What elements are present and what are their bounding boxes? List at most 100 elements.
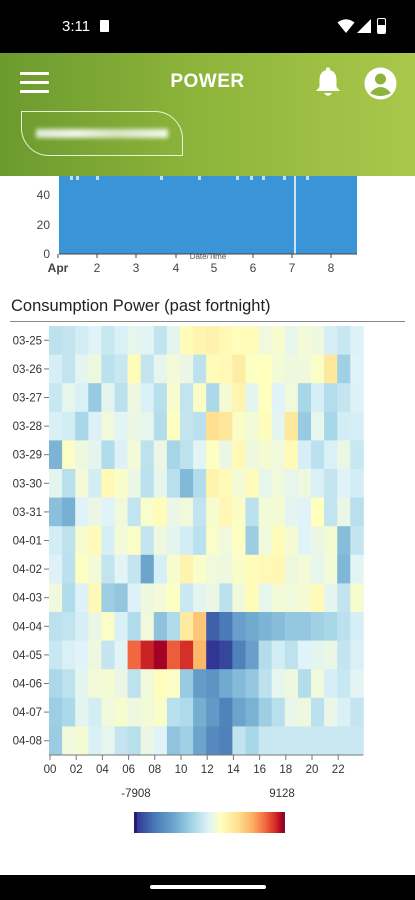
colorbar (136, 812, 282, 833)
heatmap-cell (219, 697, 233, 727)
bar-x-tick-label: 2 (94, 261, 101, 275)
bar-y-tick: 40 (37, 188, 51, 202)
heatmap-cell (49, 383, 63, 413)
heatmap-cell (271, 726, 286, 756)
heatmap-cell (127, 554, 142, 584)
bar-top-edge (306, 176, 309, 180)
heatmap-cell (114, 469, 128, 498)
heatmap-cell (127, 583, 142, 613)
heatmap-cell (75, 669, 89, 699)
heatmap-cell (206, 669, 220, 699)
heatmap-cell (114, 726, 128, 756)
heatmap-cell (337, 440, 351, 470)
heatmap-cell (219, 469, 233, 498)
heatmap-cell (62, 669, 76, 699)
app-header: POWER (0, 53, 415, 176)
heatmap-cell (88, 326, 102, 355)
heatmap-cell (311, 526, 325, 556)
heatmap-cell (258, 640, 273, 670)
heatmap-cell (180, 640, 194, 670)
heatmap-cell (153, 612, 168, 641)
heatmap-cell (245, 612, 259, 641)
heatmap-cell (271, 383, 286, 413)
heatmap-cell (180, 726, 194, 756)
heatmap-cell (193, 583, 207, 613)
scroll-content[interactable]: 0 20 40 Apr 2 3 4 5 6 7 8 Date/Time Consumption Pow… (0, 176, 415, 875)
heatmap-cell (271, 354, 286, 384)
heatmap-cell (271, 526, 286, 556)
heatmap-cell (62, 383, 76, 413)
heatmap-cell (324, 554, 338, 584)
heatmap-cell (166, 697, 181, 727)
site-selector[interactable] (21, 111, 183, 156)
heatmap-cell (101, 411, 115, 441)
heatmap-cell (350, 726, 364, 756)
bar-x-tick-label: 5 (211, 261, 218, 275)
heatmap-cell (140, 440, 155, 470)
heatmap-cell (232, 411, 246, 441)
heatmap-x-tick-label: 08 (148, 764, 161, 776)
heatmap-cell (88, 669, 102, 699)
heatmap-cell (324, 411, 338, 441)
heatmap-cell (127, 469, 142, 498)
heatmap-cell (245, 583, 259, 613)
heatmap-cell (245, 669, 259, 699)
heatmap-cell (324, 640, 338, 670)
heatmap-cell (193, 612, 207, 641)
heatmap-cell (127, 497, 142, 527)
heatmap-cell (258, 554, 273, 584)
heatmap-row-label: 04-08 (13, 736, 42, 748)
heatmap-cell (219, 326, 233, 355)
heatmap-cell (206, 697, 220, 727)
heatmap-cell (284, 612, 299, 641)
heatmap-cell (62, 354, 76, 384)
heatmap-cell (337, 469, 351, 498)
heatmap-cell (114, 583, 128, 613)
heatmap-cell (180, 469, 194, 498)
heatmap-cell (324, 583, 338, 613)
account-icon[interactable] (364, 67, 397, 100)
heatmap-cell (193, 383, 207, 413)
heatmap-cell (153, 497, 168, 527)
heatmap-cell (166, 554, 181, 584)
heatmap-cell (153, 726, 168, 756)
bar-x-tick-label: 3 (133, 261, 140, 275)
heatmap-cell (114, 497, 128, 527)
heatmap-cell (206, 354, 220, 384)
heatmap-cell (62, 640, 76, 670)
heatmap-cell (350, 354, 364, 384)
heatmap-cell (193, 526, 207, 556)
heatmap-cell (88, 583, 102, 613)
heatmap-cell (219, 526, 233, 556)
heatmap-cell (245, 526, 259, 556)
heatmap-cell (140, 583, 155, 613)
heatmap-cell (193, 354, 207, 384)
menu-icon[interactable] (20, 72, 50, 94)
heatmap-cell (258, 354, 273, 384)
heatmap-row-label: 03-28 (13, 421, 42, 433)
bar-y-tick: 0 (43, 247, 50, 261)
heatmap-cell (337, 497, 351, 527)
bell-icon[interactable] (313, 67, 343, 99)
heatmap-cell (206, 612, 220, 641)
heatmap-cell (140, 612, 155, 641)
heatmap-cell (284, 554, 299, 584)
heatmap-cell (114, 669, 128, 699)
heatmap-cell (350, 497, 364, 527)
heatmap-cell (232, 697, 246, 727)
heatmap-cell (166, 640, 181, 670)
home-gesture-handle[interactable] (150, 885, 266, 889)
heatmap-cell (153, 411, 168, 441)
heatmap-cell (193, 469, 207, 498)
heatmap-cell (49, 669, 63, 699)
heatmap-row-label: 03-26 (13, 364, 42, 376)
heatmap-cell (101, 554, 115, 584)
heatmap-cell (324, 669, 338, 699)
colorbar-end-marker (134, 812, 137, 833)
wifi-icon (337, 19, 355, 33)
heatmap-row-label: 04-07 (13, 707, 42, 719)
heatmap-cell (49, 640, 63, 670)
heatmap-cell (337, 726, 351, 756)
heatmap-cell (337, 383, 351, 413)
heatmap-cell (284, 726, 299, 756)
